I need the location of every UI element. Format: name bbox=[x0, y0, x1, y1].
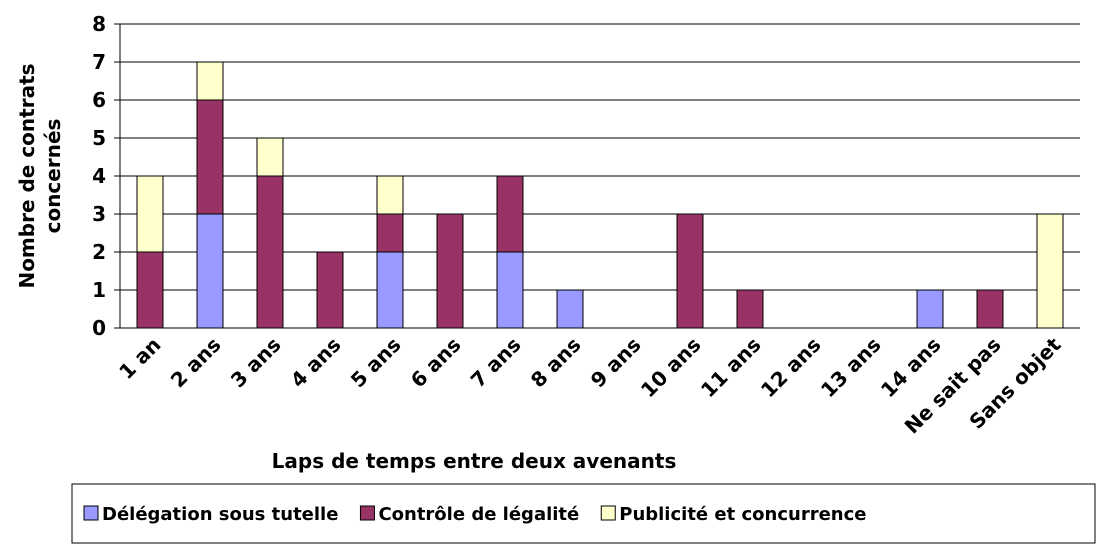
x-tick-label: 7 ans bbox=[466, 333, 526, 393]
bar-segment bbox=[676, 213, 704, 329]
bar-segment bbox=[196, 61, 224, 101]
legend-swatch bbox=[600, 505, 616, 521]
x-tick-label: 11 ans bbox=[696, 333, 766, 403]
bar-segment bbox=[436, 213, 464, 329]
y-tick-label: 4 bbox=[92, 164, 106, 188]
x-tick-label: 2 ans bbox=[166, 333, 226, 393]
bar-segment bbox=[376, 175, 404, 215]
x-tick-label: 1 an bbox=[114, 333, 165, 384]
x-tick-label: 3 ans bbox=[226, 333, 286, 393]
legend-swatch bbox=[359, 505, 375, 521]
x-tick-label: 12 ans bbox=[756, 333, 826, 403]
bar-segment bbox=[196, 99, 224, 215]
x-tick-label: 10 ans bbox=[636, 333, 706, 403]
bar-segment bbox=[496, 251, 524, 329]
y-tick-label: 6 bbox=[92, 88, 106, 112]
y-tick-label: 0 bbox=[92, 316, 106, 340]
bar-segment bbox=[496, 175, 524, 253]
y-tick-label: 3 bbox=[92, 202, 106, 226]
legend-box bbox=[71, 483, 1096, 544]
legend-label: Délégation sous tutelle bbox=[102, 504, 338, 525]
x-tick-label: 4 ans bbox=[286, 333, 346, 393]
bar-segment bbox=[976, 289, 1004, 329]
y-tick-label: 7 bbox=[92, 50, 106, 74]
y-tick-label: 8 bbox=[92, 12, 106, 36]
x-axis-label: Laps de temps entre deux avenants bbox=[272, 449, 677, 473]
y-axis-label: concernés bbox=[41, 119, 65, 234]
y-tick-label: 5 bbox=[92, 126, 106, 150]
bar-segment bbox=[316, 251, 344, 329]
x-tick-label: 5 ans bbox=[346, 333, 406, 393]
bar-segment bbox=[256, 175, 284, 329]
bar-segment bbox=[136, 175, 164, 253]
bar-segment bbox=[136, 251, 164, 329]
bar-segment bbox=[256, 137, 284, 177]
legend-label: Contrôle de légalité bbox=[378, 504, 579, 525]
x-tick-label: 6 ans bbox=[406, 333, 466, 393]
y-tick-label: 2 bbox=[92, 240, 106, 264]
x-tick-label: 8 ans bbox=[526, 333, 586, 393]
bar-segment bbox=[376, 213, 404, 253]
bar-segment bbox=[736, 289, 764, 329]
legend-label: Publicité et concurrence bbox=[619, 504, 866, 525]
x-tick-label: 13 ans bbox=[816, 333, 886, 403]
bar-segment bbox=[376, 251, 404, 329]
bar-segment bbox=[1036, 213, 1064, 329]
legend-swatch bbox=[83, 505, 99, 521]
y-tick-label: 1 bbox=[92, 278, 106, 302]
bar-segment bbox=[916, 289, 944, 329]
bar-segment bbox=[196, 213, 224, 329]
bar-segment bbox=[556, 289, 584, 329]
y-axis-label: Nombre de contrats bbox=[15, 63, 39, 288]
